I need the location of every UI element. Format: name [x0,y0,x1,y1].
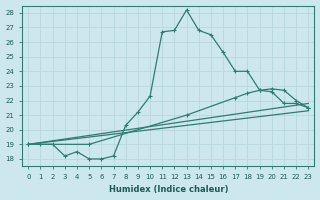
X-axis label: Humidex (Indice chaleur): Humidex (Indice chaleur) [108,185,228,194]
